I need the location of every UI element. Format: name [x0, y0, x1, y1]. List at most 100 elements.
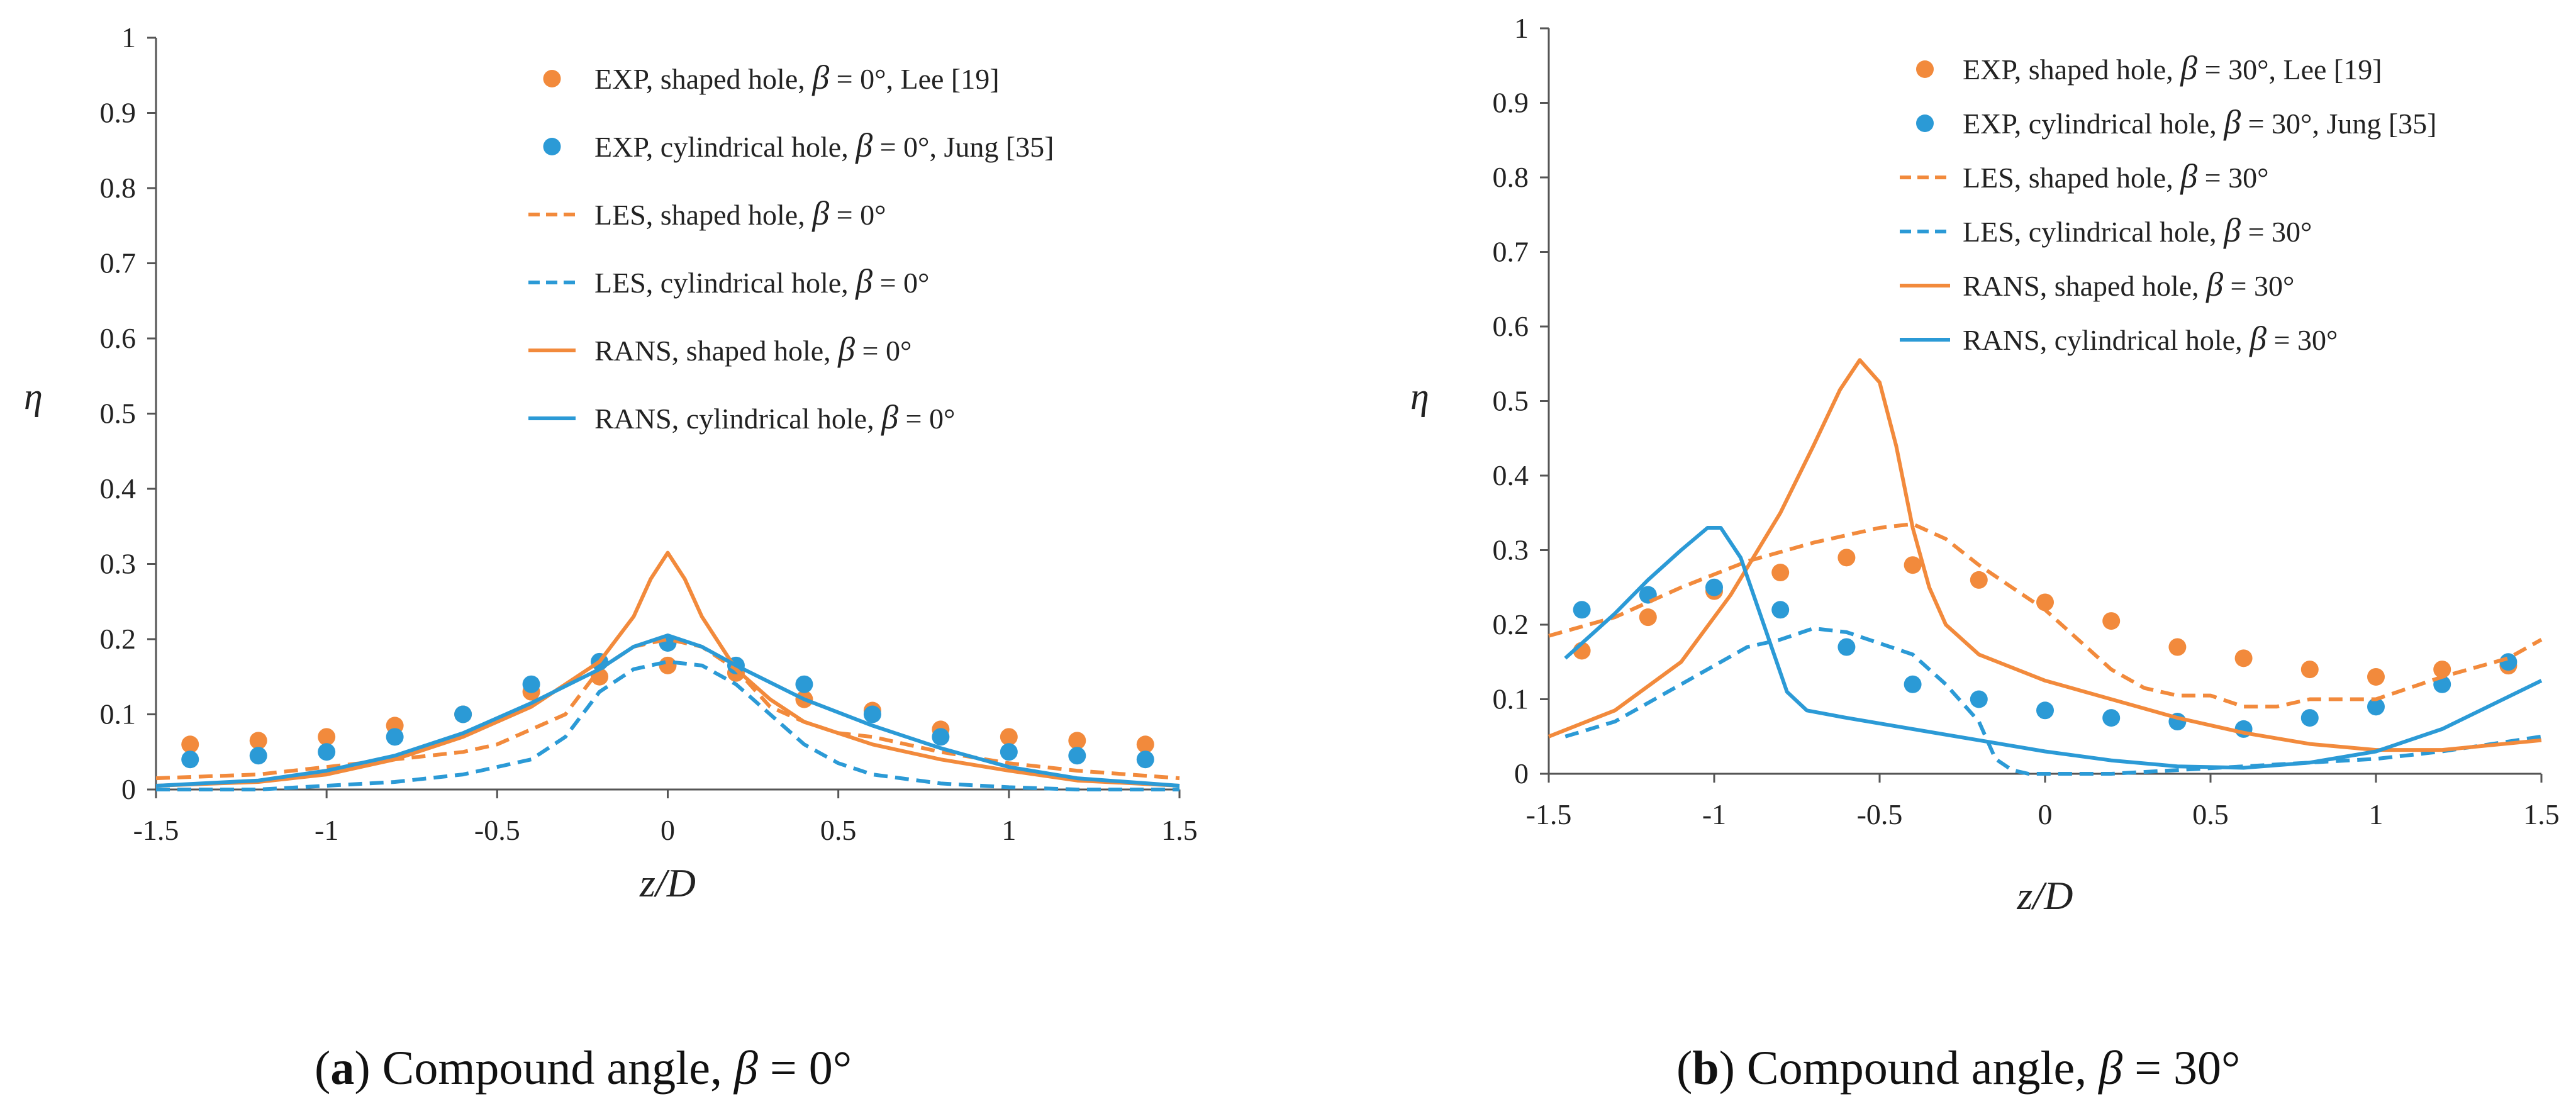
series-4 — [1547, 358, 2542, 752]
data-point — [386, 728, 404, 746]
series-5 — [155, 633, 1180, 788]
y-tick-label: 0.1 — [100, 698, 137, 730]
data-point — [1904, 556, 1922, 574]
series-0 — [181, 656, 1154, 754]
data-point — [1970, 690, 1988, 708]
caption-b: (b) Compound angle, β = 30° — [1676, 1042, 2241, 1095]
caption-b-value: = 30° — [2122, 1042, 2241, 1095]
y-tick-label: 0 — [121, 773, 136, 805]
legend-marker — [543, 138, 561, 155]
x-tick-label: -1 — [1702, 798, 1726, 830]
y-tick-label: 1 — [1514, 12, 1529, 44]
data-point — [1970, 571, 1988, 589]
data-point — [863, 705, 881, 723]
data-point — [1639, 608, 1657, 627]
legend-label: EXP, cylindrical hole, β = 30°, Jung [35… — [1963, 103, 2437, 141]
series-1 — [1573, 578, 2517, 738]
data-point — [2036, 701, 2054, 720]
legend-label: LES, shaped hole, β = 0° — [594, 194, 886, 232]
series-3 — [156, 659, 1179, 791]
legend-label: RANS, shaped hole, β = 0° — [594, 330, 912, 368]
caption-a-value: = 0° — [757, 1042, 852, 1095]
data-point — [1837, 549, 1856, 567]
x-axis-label: z/D — [639, 861, 696, 905]
caption-a-text: Compound angle, — [382, 1042, 735, 1095]
data-point — [1837, 638, 1856, 656]
y-tick-label: 0.4 — [100, 472, 137, 505]
data-point — [181, 735, 199, 754]
x-tick-label: -0.5 — [1857, 798, 1903, 830]
legend: EXP, shaped hole, β = 0°, Lee [19] EXP, c… — [528, 59, 1054, 436]
series-line — [1548, 522, 2543, 709]
data-point — [1000, 728, 1018, 746]
x-tick-label: 1.5 — [1161, 814, 1198, 846]
series-line — [1564, 526, 2543, 770]
series-2 — [1548, 522, 2543, 709]
x-tick-label: 1.5 — [2523, 798, 2560, 830]
data-point — [2300, 709, 2319, 727]
y-tick-label: 0.1 — [1493, 683, 1529, 715]
data-point — [2367, 698, 2385, 716]
caption-b-symbol: β — [2099, 1042, 2123, 1095]
data-point — [795, 675, 813, 693]
caption-a: (a) Compound angle, β = 0° — [315, 1042, 852, 1095]
data-point — [2102, 612, 2121, 630]
y-tick-label: 0.8 — [100, 172, 137, 204]
data-point — [1068, 747, 1086, 765]
y-tick-label: 0.9 — [100, 97, 137, 129]
series-line — [155, 550, 1180, 788]
data-point — [1573, 601, 1591, 619]
x-tick-label: -0.5 — [474, 814, 520, 846]
legend-label: RANS, cylindrical hole, β = 30° — [1963, 320, 2338, 357]
data-point — [2102, 709, 2121, 727]
legend-label: RANS, shaped hole, β = 30° — [1963, 265, 2294, 303]
y-tick-label: 0.9 — [1493, 87, 1529, 119]
y-tick-label: 0.8 — [1493, 161, 1529, 193]
data-point — [1904, 675, 1922, 693]
data-point — [1771, 601, 1790, 619]
data-point — [1068, 732, 1086, 750]
caption-a-letter: a — [330, 1042, 355, 1095]
data-point — [181, 751, 199, 769]
legend: EXP, shaped hole, β = 30°, Lee [19] EXP, … — [1900, 49, 2437, 357]
x-tick-label: 1 — [1001, 814, 1016, 846]
x-tick-label: 0.5 — [2192, 798, 2229, 830]
data-point — [1136, 751, 1154, 769]
data-point — [318, 743, 336, 761]
y-tick-label: 0.2 — [100, 623, 137, 655]
legend-marker — [543, 70, 561, 87]
data-point — [2499, 653, 2517, 671]
data-point — [454, 705, 472, 723]
data-point — [249, 747, 267, 765]
legend-label: LES, cylindrical hole, β = 0° — [594, 262, 929, 300]
y-tick-label: 0 — [1514, 757, 1529, 790]
series-line — [155, 633, 1180, 788]
legend-marker — [1916, 114, 1934, 132]
y-axis-label: η — [1410, 376, 1429, 417]
chart-panel-a: 0 0.1 0.2 0.3 0.4 0.5 0.6 0.7 0.8 0.9 1 -1.5 -1 -0.5 0… — [24, 21, 1198, 905]
y-tick-label: 1 — [121, 21, 136, 53]
data-point — [2367, 667, 2385, 686]
data-point — [318, 728, 336, 746]
y-axis-label: η — [24, 376, 43, 417]
data-point — [932, 728, 950, 746]
x-tick-label: -1.5 — [133, 814, 179, 846]
x-tick-label: 1 — [2369, 798, 2384, 830]
caption-b-text: Compound angle, — [1746, 1042, 2099, 1095]
series-line — [156, 659, 1179, 791]
series-2 — [155, 637, 1180, 781]
y-tick-label: 0.7 — [1493, 236, 1529, 268]
series-1 — [181, 633, 1154, 769]
data-point — [659, 656, 677, 674]
data-point — [522, 675, 540, 693]
legend-label: EXP, cylindrical hole, β = 0°, Jung [35] — [594, 126, 1054, 164]
data-point — [1136, 735, 1154, 754]
caption-b-letter: b — [1692, 1042, 1719, 1095]
data-point — [2433, 661, 2451, 679]
x-axis-label: z/D — [2017, 873, 2073, 918]
series-5 — [1564, 526, 2543, 770]
legend-label: RANS, cylindrical hole, β = 0° — [594, 398, 955, 436]
data-point — [249, 732, 267, 750]
x-tick-label: 0.5 — [820, 814, 857, 846]
